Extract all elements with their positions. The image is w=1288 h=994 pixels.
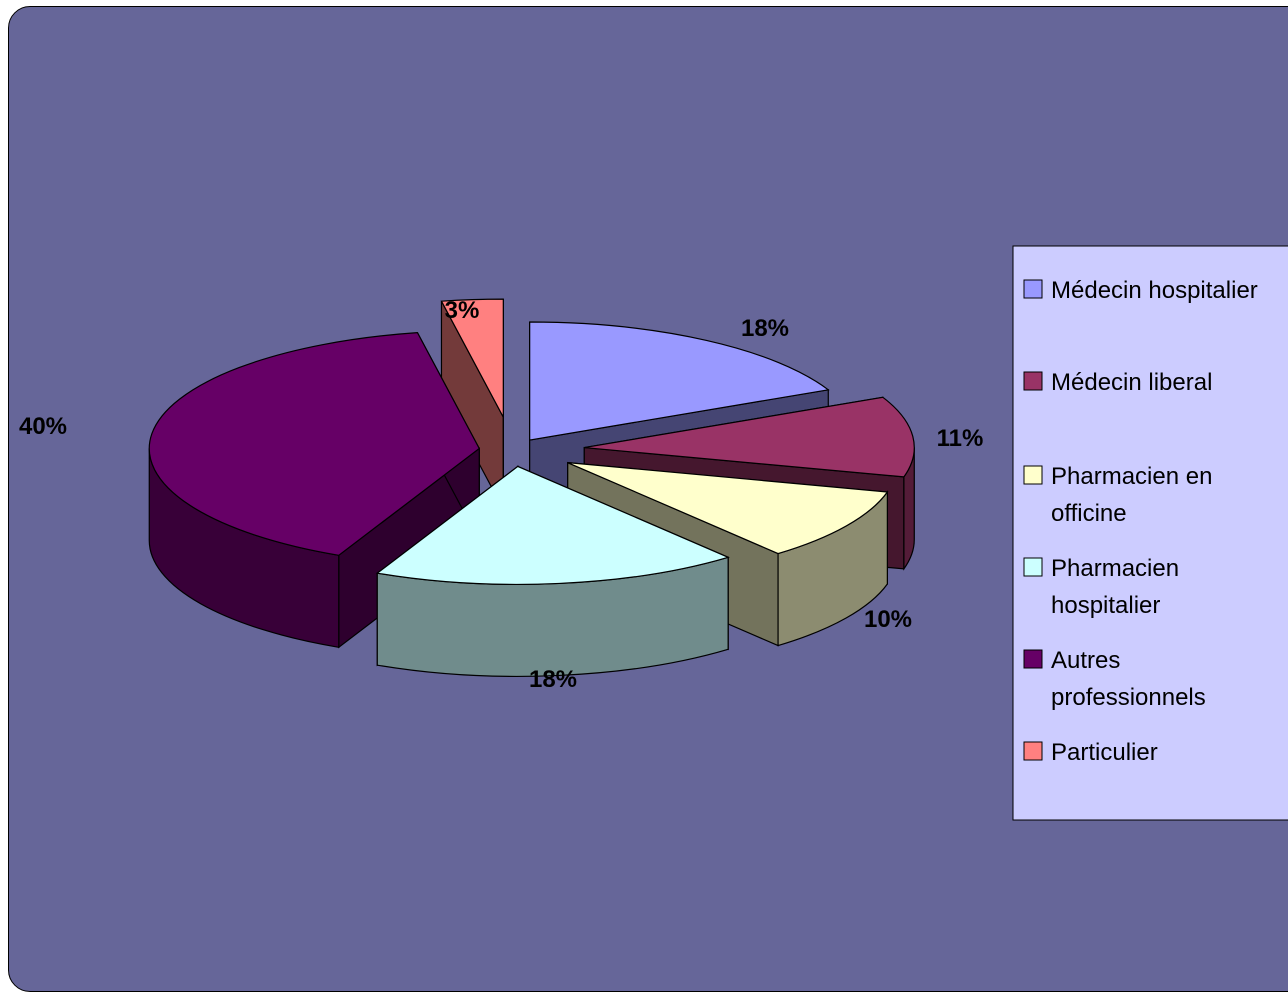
pie-slice-top bbox=[148, 331, 481, 556]
legend-swatch bbox=[1023, 465, 1043, 485]
pie-slice-top bbox=[440, 298, 504, 418]
legend-swatch bbox=[1023, 371, 1043, 391]
data-label: 3% bbox=[445, 297, 480, 324]
legend-label: Pharmacien hospitalier bbox=[1051, 555, 1179, 619]
legend: Médecin hospitalier Médecin liberal Pharma… bbox=[1012, 245, 1288, 821]
legend-label: Pharmacien en officine bbox=[1051, 463, 1212, 527]
legend-label: Autres professionnels bbox=[1051, 647, 1206, 711]
legend-item: Médecin hospitalier bbox=[1023, 277, 1258, 304]
legend-item: Particulier bbox=[1023, 739, 1158, 766]
data-labels: 18% 11% 10% 18% 40% 3% bbox=[19, 297, 983, 693]
legend-item: Autres professionnels bbox=[1023, 647, 1206, 711]
data-label: 18% bbox=[741, 315, 789, 342]
legend-label: Médecin hospitalier bbox=[1051, 277, 1258, 304]
data-label: 11% bbox=[937, 425, 984, 452]
legend-item: Médecin liberal bbox=[1023, 369, 1212, 396]
pie-slice-top bbox=[567, 462, 889, 555]
legend-swatch bbox=[1023, 741, 1043, 761]
legend-swatch bbox=[1023, 649, 1043, 669]
legend-item: Pharmacien en officine bbox=[1023, 463, 1212, 527]
legend-box bbox=[1012, 245, 1288, 821]
pie-slices bbox=[148, 298, 915, 677]
legend-item: Pharmacien hospitalier bbox=[1023, 555, 1179, 619]
legend-swatch bbox=[1023, 557, 1043, 577]
data-label: 40% bbox=[19, 413, 67, 440]
legend-swatch bbox=[1023, 279, 1043, 299]
legend-label: Particulier bbox=[1051, 739, 1158, 766]
pie-slice bbox=[375, 465, 730, 677]
pie-slice-top bbox=[584, 396, 915, 478]
pie-slice bbox=[148, 331, 481, 649]
data-label: 10% bbox=[864, 606, 912, 633]
data-label: 18% bbox=[529, 666, 577, 693]
pie-slice-top bbox=[529, 321, 830, 441]
legend-label: Médecin liberal bbox=[1051, 369, 1212, 396]
pie-slice-top bbox=[375, 465, 730, 585]
